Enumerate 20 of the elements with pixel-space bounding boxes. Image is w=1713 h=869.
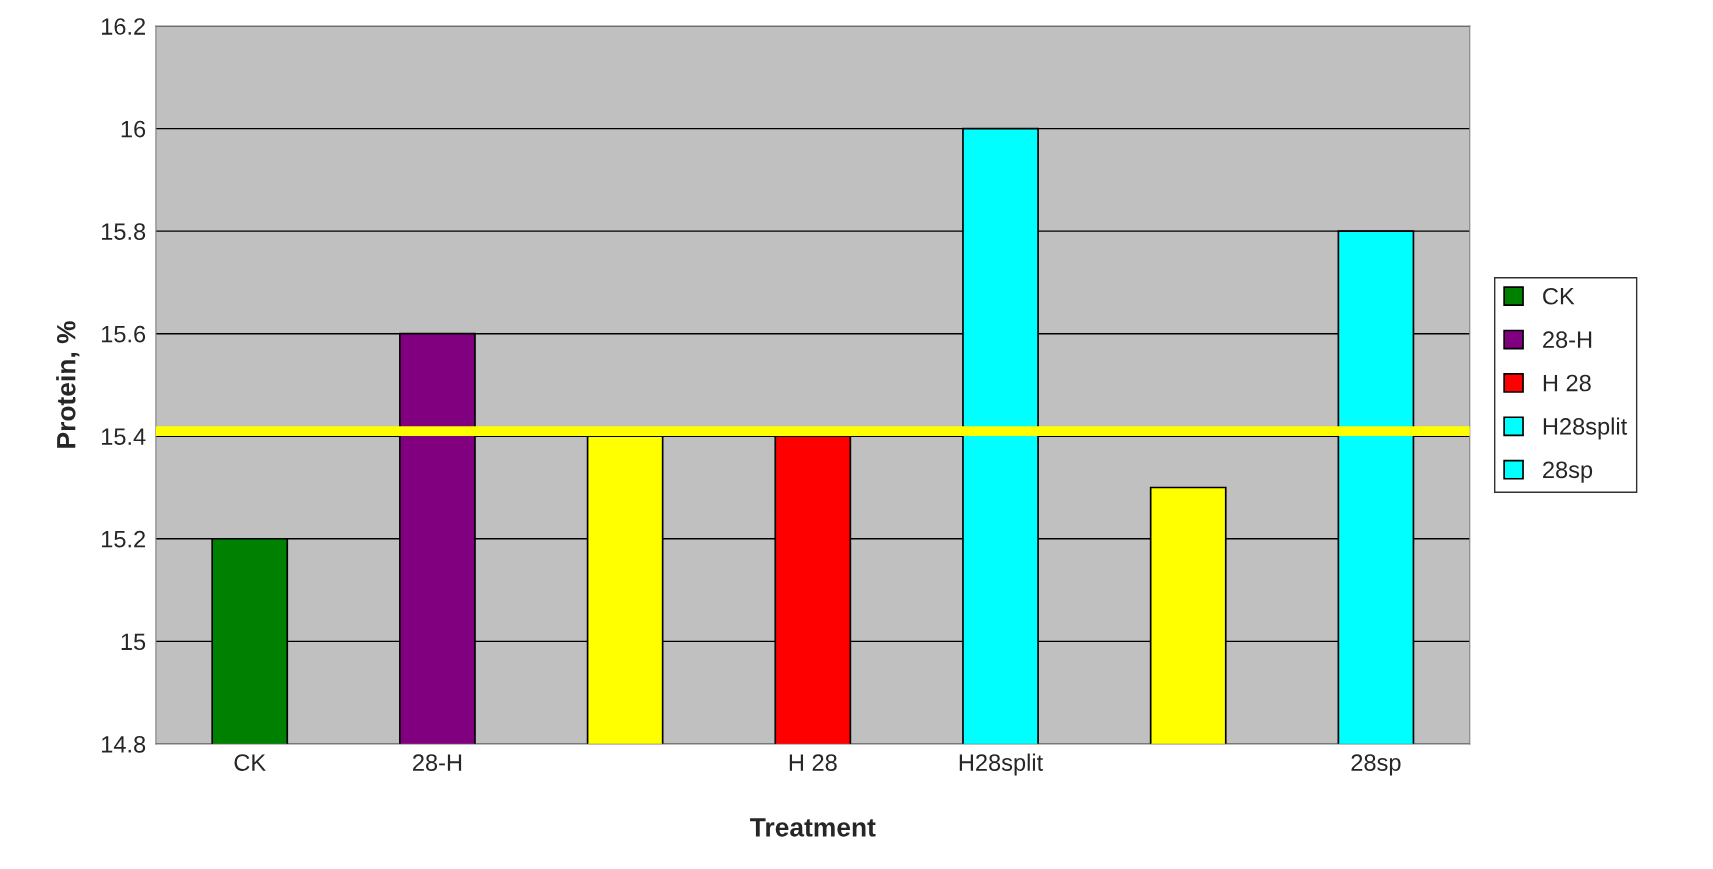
y-tick-label: 14.8 xyxy=(102,735,146,753)
x-tick-label: H28split xyxy=(959,753,1043,776)
x-tick-label: CK xyxy=(234,754,266,771)
legend-label: 28-H xyxy=(1543,331,1592,348)
x-axis-title: Treatment xyxy=(750,818,876,837)
y-tick-label: 16.2 xyxy=(102,18,145,35)
legend-label: 28sp xyxy=(1543,461,1593,483)
x-tick-label: H 28 xyxy=(789,754,837,771)
y-tick-label: 15.8 xyxy=(102,223,146,240)
legend-label: H 28 xyxy=(1543,374,1591,392)
legend-label: CK xyxy=(1543,287,1575,305)
y-tick-label: 15.4 xyxy=(102,428,146,446)
legend-label: H28split xyxy=(1543,417,1628,440)
y-tick-label: 16 xyxy=(121,120,146,138)
x-tick-label: 28sp xyxy=(1351,754,1401,776)
x-tick-label: 28-H xyxy=(413,754,462,771)
y-tick-label: 15.2 xyxy=(102,530,145,548)
y-tick-label: 15.6 xyxy=(102,325,146,343)
y-tick-label: 15 xyxy=(121,633,146,651)
y-axis-title: Protein, % xyxy=(56,321,80,448)
